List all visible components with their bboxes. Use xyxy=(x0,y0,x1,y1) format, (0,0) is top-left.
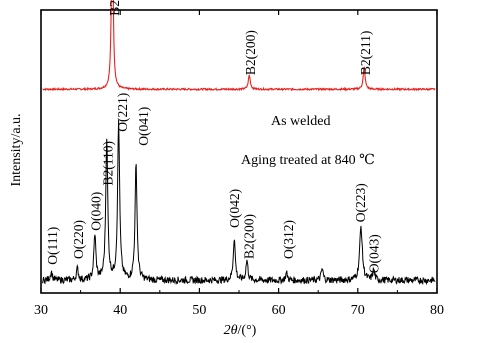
peak-label: O(040) xyxy=(89,192,104,231)
peak-label: O(220) xyxy=(71,220,86,259)
peak-label: O(312) xyxy=(281,220,296,259)
peak-label: B2(110) xyxy=(107,0,122,16)
peak-labels: B2(110) B2(200) B2(211) O(111) O(220)O(040) B… xyxy=(45,0,382,273)
peak-label: B2(200) xyxy=(242,214,257,259)
y-axis-label: Intensity/a.u. xyxy=(9,113,24,186)
peak-label: O(111) xyxy=(45,227,60,265)
legend: As welded Aging treated at 840 ℃ xyxy=(241,114,375,168)
peak-label: O(043) xyxy=(367,234,382,273)
peak-label: O(042) xyxy=(227,189,242,228)
peak-label: B2(211) xyxy=(358,31,373,76)
x-tick-label: 80 xyxy=(430,303,444,318)
peak-label: O(041) xyxy=(136,107,151,146)
series-line-aging-treated xyxy=(42,119,436,286)
peak-label: B2(110) xyxy=(101,141,116,186)
series-group xyxy=(42,0,436,286)
x-axis-ticks: 30 40 50 60 70 80 xyxy=(34,10,444,318)
peak-label: O(221) xyxy=(115,93,130,132)
x-tick-label: 40 xyxy=(113,303,127,318)
x-tick-label: 60 xyxy=(272,303,286,318)
x-axis-label-unit: /(°) xyxy=(238,323,257,338)
series-name-as-welded: As welded xyxy=(271,114,331,129)
x-axis-label: 2θ/(°) xyxy=(224,323,257,338)
peak-label: B2(200) xyxy=(243,30,258,75)
x-tick-label: 70 xyxy=(351,303,365,318)
x-axis-label-symbol: 2θ xyxy=(224,323,238,338)
x-tick-label: 30 xyxy=(34,303,48,318)
x-tick-label: 50 xyxy=(192,303,206,318)
series-line-as-welded xyxy=(42,0,436,92)
series-name-aging-treated: Aging treated at 840 ℃ xyxy=(241,153,375,168)
peak-label: O(223) xyxy=(353,183,368,222)
